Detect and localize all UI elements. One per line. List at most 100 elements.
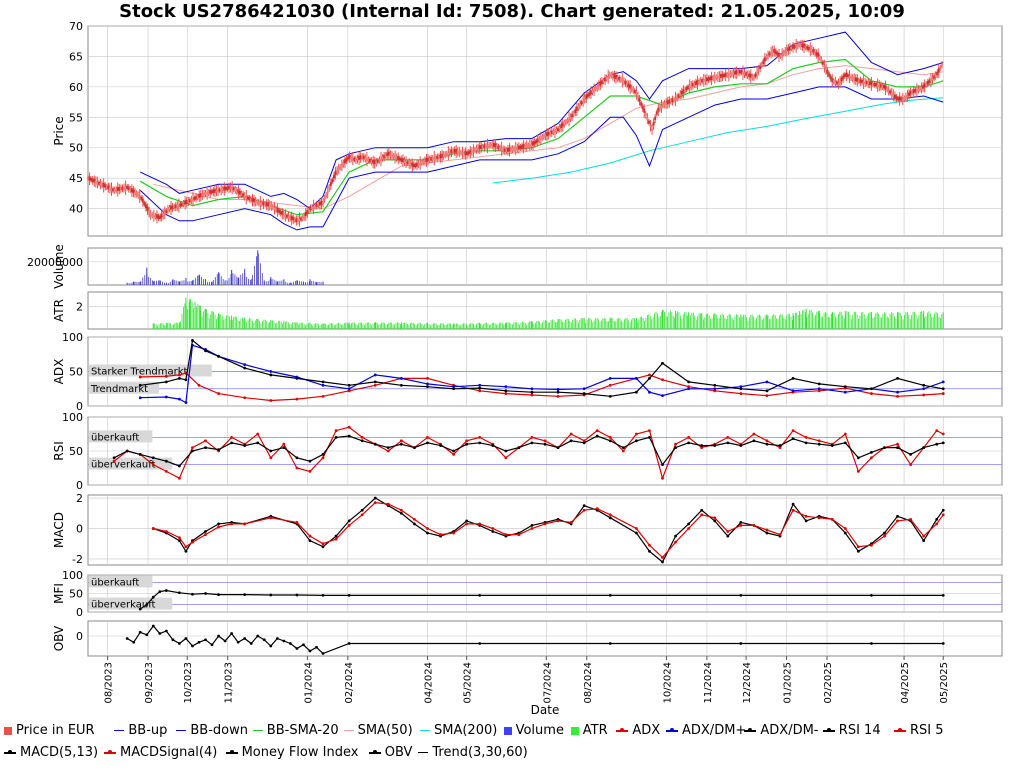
series-point — [922, 539, 926, 543]
series-point — [302, 643, 305, 647]
series-point — [648, 429, 651, 432]
price-candle — [115, 188, 118, 192]
price-candle — [865, 81, 868, 85]
series-point — [452, 531, 455, 535]
series-point — [752, 439, 756, 443]
price-candle — [596, 85, 599, 89]
price-candle — [177, 205, 180, 208]
series-point — [478, 441, 482, 445]
series-point — [739, 385, 743, 389]
price-candle — [760, 63, 763, 67]
series-point — [452, 385, 455, 389]
price-candle — [290, 215, 293, 220]
series-line-adx-dm- — [140, 339, 944, 397]
price-candle — [309, 206, 312, 210]
series-point — [817, 442, 821, 446]
price-candle — [397, 156, 400, 160]
series-point — [687, 522, 691, 526]
y-tick-label: 0 — [76, 606, 83, 619]
price-candle — [132, 189, 135, 194]
price-candle — [387, 151, 390, 156]
price-candle — [144, 204, 147, 208]
price-candle — [292, 217, 295, 221]
price-candle — [198, 193, 201, 198]
series-point — [191, 644, 194, 648]
series-point — [556, 446, 560, 449]
price-candle — [182, 202, 185, 206]
series-point — [765, 528, 769, 532]
series-point — [184, 378, 188, 382]
price-candle — [228, 185, 231, 190]
y-tick-label: 0 — [76, 400, 83, 413]
series-point — [204, 439, 207, 443]
price-candle — [726, 73, 729, 77]
series-point — [752, 524, 756, 527]
legend-swatch — [4, 726, 12, 735]
series-point — [856, 456, 860, 460]
price-candle — [533, 140, 536, 145]
series-point — [935, 429, 939, 432]
series-point — [262, 638, 266, 642]
series-point — [164, 589, 168, 592]
series-point — [399, 383, 403, 387]
price-candle — [249, 198, 252, 201]
price-candle — [405, 161, 408, 164]
price-candle — [254, 200, 257, 204]
price-candle — [390, 154, 393, 158]
legend-swatch — [666, 727, 678, 732]
reference-label: Trendmarkt — [90, 384, 148, 395]
price-candle — [442, 154, 445, 157]
price-candle — [862, 81, 865, 84]
price-candle — [317, 203, 320, 207]
price-candle — [756, 72, 759, 75]
price-candle — [737, 70, 740, 74]
price-candle — [343, 159, 346, 164]
price-candle — [270, 204, 273, 208]
price-candle — [339, 165, 342, 169]
price-candle — [607, 76, 610, 79]
series-point — [648, 390, 651, 394]
price-candle — [96, 181, 99, 185]
price-candle — [251, 197, 254, 202]
series-point — [804, 441, 808, 445]
series-point — [791, 508, 795, 512]
panel-volume — [87, 247, 1003, 286]
price-candle — [508, 147, 511, 152]
series-point — [621, 449, 625, 453]
price-candle — [256, 200, 259, 204]
series-point — [243, 637, 247, 640]
price-candle — [555, 128, 558, 132]
price-candle — [732, 72, 735, 75]
price-candle — [536, 138, 539, 143]
series-point — [373, 380, 377, 384]
price-candle — [361, 155, 364, 159]
series-point — [608, 439, 612, 443]
price-candle — [90, 177, 93, 182]
price-candle — [116, 186, 119, 192]
price-candle — [312, 206, 315, 209]
price-candle — [221, 188, 224, 191]
price-candle — [137, 193, 140, 197]
price-candle — [497, 145, 500, 149]
price-candle — [850, 76, 853, 79]
series-point — [608, 436, 612, 439]
series-point — [778, 444, 782, 447]
price-candle — [834, 81, 837, 84]
price-candle — [777, 52, 780, 57]
price-candle — [922, 85, 925, 89]
price-candle — [149, 213, 152, 217]
legend-item: SMA(200) — [420, 723, 497, 738]
series-point — [713, 389, 717, 393]
series-point — [465, 522, 469, 526]
series-point — [870, 456, 873, 460]
price-candle — [425, 157, 428, 162]
price-candle — [618, 77, 621, 81]
price-candle — [514, 147, 517, 150]
price-candle — [893, 94, 896, 99]
series-point — [935, 517, 939, 521]
price-candle — [159, 215, 162, 219]
series-point — [778, 446, 782, 449]
price-candle — [447, 152, 450, 155]
series-point — [164, 459, 168, 463]
price-candle — [513, 147, 516, 151]
